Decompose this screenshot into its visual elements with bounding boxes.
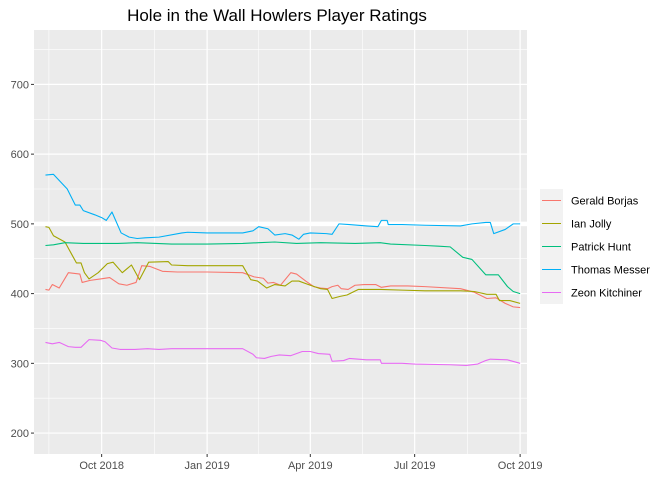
chart-title: Hole in the Wall Howlers Player Ratings bbox=[127, 6, 427, 25]
legend-label: Zeon Kitchiner bbox=[571, 288, 642, 300]
series-lines bbox=[45, 173, 521, 366]
series-line-thomas-messer bbox=[45, 173, 521, 240]
series-line-ian-jolly bbox=[45, 226, 521, 304]
legend-label: Patrick Hunt bbox=[571, 242, 631, 254]
legend-label: Gerald Borjas bbox=[571, 196, 639, 208]
series-line-patrick-hunt bbox=[45, 241, 521, 295]
y-tick-label: 300 bbox=[11, 358, 29, 370]
y-tick-label: 200 bbox=[11, 428, 29, 440]
y-tick-label: 400 bbox=[11, 289, 29, 301]
series-line-zeon-kitchiner bbox=[45, 339, 521, 366]
legend: Gerald Borjas Ian Jolly Patrick Hunt Thomas… bbox=[540, 189, 650, 304]
y-tick-label: 600 bbox=[11, 149, 29, 161]
x-tick-label: Jan 2019 bbox=[184, 460, 229, 472]
y-tick-label: 500 bbox=[11, 219, 29, 231]
x-axis: Oct 2018 Jan 2019 Apr 2019 Jul 2019 Oct 2019 bbox=[79, 454, 542, 472]
x-tick-label: Oct 2019 bbox=[498, 460, 543, 472]
minor-gridlines bbox=[34, 30, 527, 454]
x-tick-label: Jul 2019 bbox=[394, 460, 436, 472]
x-tick-label: Oct 2018 bbox=[79, 460, 124, 472]
legend-label: Ian Jolly bbox=[571, 219, 612, 231]
legend-label: Thomas Messer bbox=[571, 265, 650, 277]
y-tick-label: 700 bbox=[11, 79, 29, 91]
y-axis: 200 300 400 500 600 700 bbox=[11, 79, 34, 440]
series-line-gerald-borjas bbox=[45, 265, 521, 309]
x-tick-label: Apr 2019 bbox=[288, 460, 333, 472]
